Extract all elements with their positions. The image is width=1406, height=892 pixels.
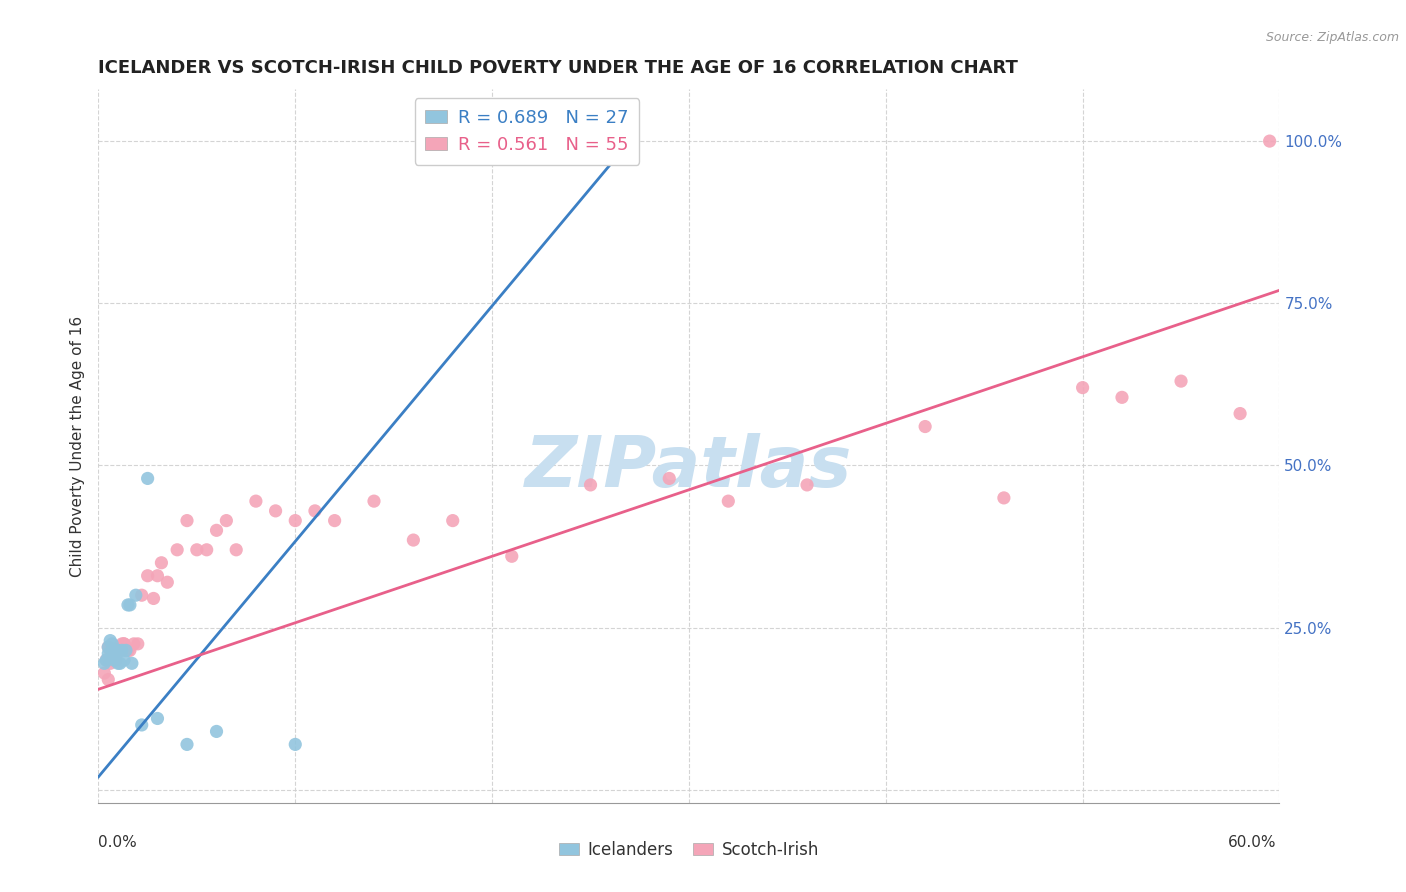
Point xyxy=(176,514,198,528)
Point xyxy=(103,647,125,661)
Point xyxy=(112,637,135,651)
Point xyxy=(98,643,121,657)
Point xyxy=(501,549,523,564)
Point xyxy=(264,504,287,518)
Point xyxy=(107,643,129,657)
Point xyxy=(914,419,936,434)
Point xyxy=(402,533,425,547)
Point xyxy=(108,657,131,671)
Point xyxy=(1071,381,1094,395)
Point xyxy=(103,647,125,661)
Point xyxy=(441,514,464,528)
Point xyxy=(142,591,165,606)
Point xyxy=(112,653,135,667)
Point xyxy=(96,653,118,667)
Point xyxy=(107,657,129,671)
Point xyxy=(1258,134,1281,148)
Point xyxy=(205,724,228,739)
Point xyxy=(101,637,124,651)
Point xyxy=(146,711,169,725)
Point xyxy=(150,556,173,570)
Point xyxy=(304,504,326,518)
Point xyxy=(225,542,247,557)
Point xyxy=(323,514,346,528)
Point xyxy=(166,542,188,557)
Text: 0.0%: 0.0% xyxy=(98,836,138,850)
Point xyxy=(105,643,128,657)
Point xyxy=(1111,390,1133,404)
Point xyxy=(101,643,124,657)
Point xyxy=(122,637,145,651)
Point xyxy=(117,643,139,657)
Point xyxy=(98,633,121,648)
Point xyxy=(136,471,159,485)
Point xyxy=(146,568,169,582)
Point xyxy=(118,643,141,657)
Point xyxy=(127,637,149,651)
Point xyxy=(115,643,138,657)
Point xyxy=(215,514,238,528)
Point xyxy=(284,514,307,528)
Point xyxy=(579,478,602,492)
Point xyxy=(195,542,218,557)
Point xyxy=(97,640,120,654)
Point xyxy=(796,478,818,492)
Point xyxy=(96,653,118,667)
Point xyxy=(131,588,153,602)
Point xyxy=(97,647,120,661)
Point xyxy=(619,134,641,148)
Point xyxy=(105,653,128,667)
Point xyxy=(125,588,148,602)
Y-axis label: Child Poverty Under the Age of 16: Child Poverty Under the Age of 16 xyxy=(69,316,84,576)
Point xyxy=(98,657,121,671)
Point xyxy=(717,494,740,508)
Point xyxy=(108,643,131,657)
Legend: Icelanders, Scotch-Irish: Icelanders, Scotch-Irish xyxy=(553,835,825,866)
Point xyxy=(186,542,208,557)
Point xyxy=(115,643,138,657)
Point xyxy=(97,673,120,687)
Point xyxy=(111,637,134,651)
Point xyxy=(658,471,681,485)
Point xyxy=(136,568,159,582)
Point xyxy=(363,494,385,508)
Text: Source: ZipAtlas.com: Source: ZipAtlas.com xyxy=(1265,31,1399,45)
Text: 60.0%: 60.0% xyxy=(1229,836,1277,850)
Point xyxy=(103,643,125,657)
Point xyxy=(131,718,153,732)
Point xyxy=(284,738,307,752)
Point xyxy=(111,643,134,657)
Point xyxy=(107,643,129,657)
Point xyxy=(156,575,179,590)
Point xyxy=(245,494,267,508)
Point xyxy=(118,598,141,612)
Point xyxy=(101,653,124,667)
Point xyxy=(107,640,129,654)
Point xyxy=(103,653,125,667)
Point xyxy=(993,491,1015,505)
Point xyxy=(112,637,135,651)
Point xyxy=(117,598,139,612)
Point xyxy=(105,643,128,657)
Point xyxy=(93,657,115,671)
Text: ZIPatlas: ZIPatlas xyxy=(526,433,852,502)
Point xyxy=(176,738,198,752)
Point xyxy=(97,640,120,654)
Point xyxy=(121,657,143,671)
Point xyxy=(1229,407,1251,421)
Point xyxy=(1170,374,1192,388)
Text: ICELANDER VS SCOTCH-IRISH CHILD POVERTY UNDER THE AGE OF 16 CORRELATION CHART: ICELANDER VS SCOTCH-IRISH CHILD POVERTY … xyxy=(98,59,1018,77)
Point xyxy=(205,524,228,538)
Point xyxy=(93,666,115,681)
